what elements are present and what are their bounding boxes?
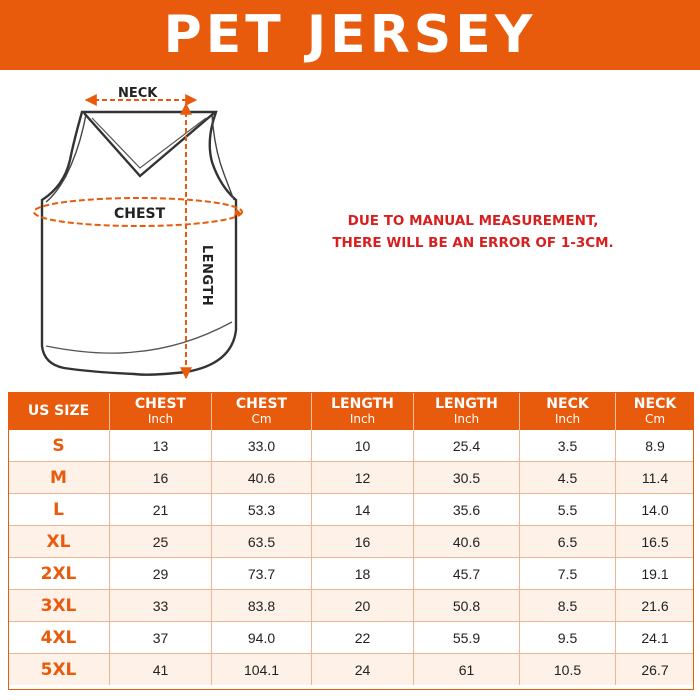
- table-cell: 21.6: [616, 590, 694, 622]
- col-header-neck-cm: NECK Cm: [616, 392, 694, 430]
- size-cell: M: [8, 462, 110, 494]
- table-cell: 6.5: [520, 526, 616, 558]
- table-cell: 35.6: [414, 494, 520, 526]
- col-header-chest-cm: CHEST Cm: [212, 392, 312, 430]
- table-row: XL 25 63.5 16 40.6 6.5 16.5: [8, 526, 694, 558]
- table-cell: 45.7: [414, 558, 520, 590]
- table-header-row: US SIZE CHEST Inch CHEST Cm LENGTH Inch …: [8, 392, 694, 430]
- table-cell: 13: [110, 430, 212, 462]
- jersey-outline: [40, 110, 238, 376]
- table-cell: 40.6: [414, 526, 520, 558]
- chest-measure: [33, 197, 243, 227]
- table-cell: 21: [110, 494, 212, 526]
- header-banner: [0, 0, 700, 70]
- size-table: US SIZE CHEST Inch CHEST Cm LENGTH Inch …: [8, 392, 694, 694]
- table-cell: 25: [110, 526, 212, 558]
- table-cell: 9.5: [520, 622, 616, 654]
- table-cell: 16.5: [616, 526, 694, 558]
- table-cell: 16: [110, 462, 212, 494]
- col-header-length-inch: LENGTH Inch: [312, 392, 414, 430]
- jersey-diagram: [33, 94, 243, 380]
- table-cell: 33.0: [212, 430, 312, 462]
- table-cell: 61: [414, 654, 520, 685]
- table-cell: 94.0: [212, 622, 312, 654]
- table-cell: 24: [312, 654, 414, 685]
- size-cell: L: [8, 494, 110, 526]
- col-header-chest-inch: CHEST Inch: [110, 392, 212, 430]
- table-cell: 7.5: [520, 558, 616, 590]
- table-cell: 19.1: [616, 558, 694, 590]
- table-cell: 37: [110, 622, 212, 654]
- table-row: 5XL 41 104.1 24 61 10.5 26.7: [8, 654, 694, 685]
- table-cell: 22: [312, 622, 414, 654]
- table-row: S 13 33.0 10 25.4 3.5 8.9: [8, 430, 694, 462]
- table-cell: 10: [312, 430, 414, 462]
- table-cell: 104.1: [212, 654, 312, 685]
- size-cell: 4XL: [8, 622, 110, 654]
- size-cell: S: [8, 430, 110, 462]
- measurement-note: DUE TO MANUAL MEASUREMENT, THERE WILL BE…: [318, 210, 628, 254]
- table-row: M 16 40.6 12 30.5 4.5 11.4: [8, 462, 694, 494]
- table-cell: 16: [312, 526, 414, 558]
- table-cell: 14.0: [616, 494, 694, 526]
- size-cell: XL: [8, 526, 110, 558]
- length-label: LENGTH: [199, 244, 215, 307]
- table-row: L 21 53.3 14 35.6 5.5 14.0: [8, 494, 694, 526]
- col-header-neck-inch: NECK Inch: [520, 392, 616, 430]
- table-row: 4XL 37 94.0 22 55.9 9.5 24.1: [8, 622, 694, 654]
- size-cell: 5XL: [8, 654, 110, 685]
- table-cell: 5.5: [520, 494, 616, 526]
- table-cell: 53.3: [212, 494, 312, 526]
- chest-label: CHEST: [114, 206, 166, 222]
- table-row: 2XL 29 73.7 18 45.7 7.5 19.1: [8, 558, 694, 590]
- table-cell: 8.9: [616, 430, 694, 462]
- col-header-size: US SIZE: [8, 392, 110, 430]
- table-cell: 25.4: [414, 430, 520, 462]
- table-cell: 4.5: [520, 462, 616, 494]
- table-cell: 12: [312, 462, 414, 494]
- note-line-2: THERE WILL BE AN ERROR OF 1-3CM.: [332, 235, 614, 251]
- table-cell: 30.5: [414, 462, 520, 494]
- note-line-1: DUE TO MANUAL MEASUREMENT,: [347, 213, 599, 229]
- table-cell: 11.4: [616, 462, 694, 494]
- size-cell: 2XL: [8, 558, 110, 590]
- table-cell: 24.1: [616, 622, 694, 654]
- table-cell: 18: [312, 558, 414, 590]
- table-cell: 29: [110, 558, 212, 590]
- size-cell: 3XL: [8, 590, 110, 622]
- table-cell: 63.5: [212, 526, 312, 558]
- table-cell: 26.7: [616, 654, 694, 685]
- table-cell: 55.9: [414, 622, 520, 654]
- table-cell: 73.7: [212, 558, 312, 590]
- table-row: 3XL 33 83.8 20 50.8 8.5 21.6: [8, 590, 694, 622]
- table-cell: 50.8: [414, 590, 520, 622]
- table-cell: 33: [110, 590, 212, 622]
- neck-label: NECK: [118, 86, 158, 101]
- table-cell: 14: [312, 494, 414, 526]
- table-cell: 40.6: [212, 462, 312, 494]
- table-cell: 10.5: [520, 654, 616, 685]
- page-title: PET JERSEY: [163, 5, 537, 65]
- table-cell: 8.5: [520, 590, 616, 622]
- table-cell: 83.8: [212, 590, 312, 622]
- table-cell: 41: [110, 654, 212, 685]
- col-header-length-inch-2: LENGTH Inch: [414, 392, 520, 430]
- table-cell: 20: [312, 590, 414, 622]
- table-cell: 3.5: [520, 430, 616, 462]
